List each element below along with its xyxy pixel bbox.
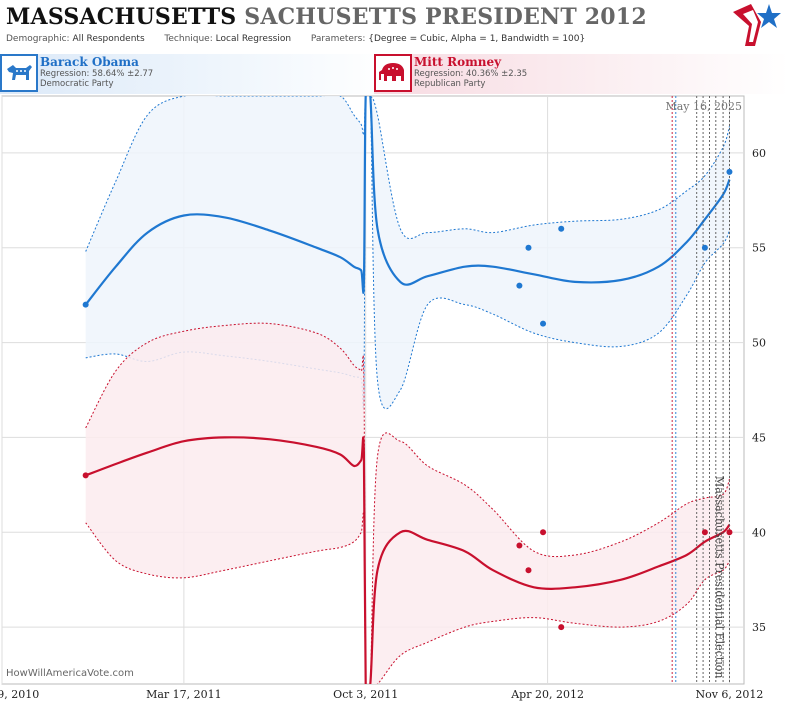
dem-candidate-name: Barack Obama bbox=[40, 55, 139, 69]
rep-party: Republican Party bbox=[414, 79, 486, 89]
dem-poll-point bbox=[540, 320, 547, 327]
rep-poll-point bbox=[540, 529, 547, 536]
dem-regression-line bbox=[84, 96, 731, 306]
rep-poll-point bbox=[558, 624, 565, 631]
y-tick-label: 40 bbox=[752, 526, 766, 539]
dem-regression: Regression: 58.64% ±2.77 bbox=[40, 69, 154, 79]
technique-value: Local Regression bbox=[215, 34, 292, 44]
dem-poll-point bbox=[701, 244, 708, 251]
chart-title: MASSACHUSETTS SACHUSETTS PRESIDENT 2012 bbox=[6, 4, 647, 30]
series-layer bbox=[82, 96, 733, 684]
x-tick-label: Mar 17, 2011 bbox=[146, 688, 222, 701]
parameters-value: {Degree = Cubic, Alpha = 1, Bandwidth = … bbox=[368, 34, 586, 44]
demographic-label: Demographic: bbox=[6, 34, 70, 44]
dem-poll-point bbox=[558, 225, 565, 232]
dem-poll-point bbox=[726, 168, 733, 175]
rep-poll-point bbox=[516, 542, 523, 549]
title-race: SACHUSETTS PRESIDENT 2012 bbox=[244, 4, 647, 30]
elephant-icon bbox=[374, 54, 412, 92]
x-tick-label: Oct 3, 2011 bbox=[333, 688, 398, 701]
title-state: MASSACHUSETTS bbox=[6, 4, 237, 30]
y-tick-label: 35 bbox=[752, 621, 766, 634]
x-tick-label: Nov 6, 2012 bbox=[695, 688, 763, 701]
parameters-label: Parameters: bbox=[310, 34, 366, 44]
dem-upper-bound bbox=[85, 96, 730, 252]
dem-party: Democratic Party bbox=[40, 79, 114, 89]
y-tick-label: 60 bbox=[752, 147, 766, 160]
rep-regression: Regression: 40.36% ±2.35 bbox=[414, 69, 528, 79]
star-logo-icon bbox=[733, 4, 781, 46]
y-tick-label: 45 bbox=[752, 431, 766, 444]
dem-poll-point bbox=[516, 282, 523, 289]
donkey-icon bbox=[0, 54, 38, 92]
x-tick-label: Apr 20, 2012 bbox=[510, 688, 584, 701]
as-of-date: May 16, 2025 bbox=[665, 100, 742, 113]
chart-parameters: Demographic: All Respondents Technique: … bbox=[6, 34, 585, 44]
rep-lower-bound bbox=[85, 512, 730, 684]
site-credit: HowWillAmericaVote.com bbox=[6, 668, 134, 679]
election-label: Massachusetts Presidential Election bbox=[713, 476, 726, 678]
rep-poll-point bbox=[82, 472, 89, 479]
rep-confidence-band bbox=[85, 323, 730, 684]
y-tick-label: 55 bbox=[752, 242, 766, 255]
rep-upper-bound bbox=[85, 322, 730, 684]
technique-label: Technique: bbox=[164, 34, 213, 44]
chart-header: MASSACHUSETTS SACHUSETTS PRESIDENT 2012 … bbox=[0, 0, 789, 52]
rep-candidate-name: Mitt Romney bbox=[414, 55, 502, 69]
x-tick-label: Aug 29, 2010 bbox=[0, 688, 39, 701]
rep-poll-point bbox=[525, 567, 532, 574]
rep-poll-point bbox=[726, 529, 733, 536]
dem-poll-point bbox=[525, 244, 532, 251]
legend-democrat: Barack Obama Regression: 58.64% ±2.77 De… bbox=[0, 54, 390, 94]
legend-republican: Mitt Romney Regression: 40.36% ±2.35 Rep… bbox=[374, 54, 789, 94]
rep-poll-point bbox=[701, 529, 708, 536]
y-tick-label: 50 bbox=[752, 337, 766, 350]
dem-poll-point bbox=[82, 301, 89, 308]
demographic-value: All Respondents bbox=[72, 34, 145, 44]
rep-regression-line bbox=[85, 436, 731, 684]
